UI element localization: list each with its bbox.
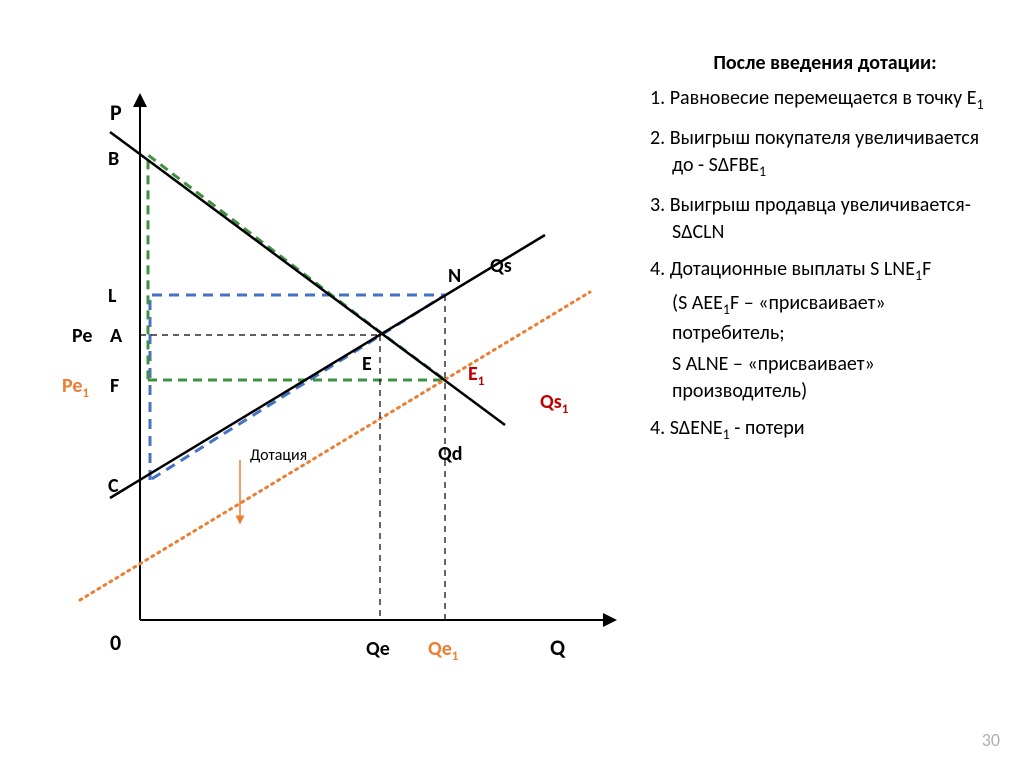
label-C: C [108, 474, 119, 498]
item-3: 3. Выигрыш продавца увеличивается- SΔCLN [650, 192, 1000, 246]
label-L: L [108, 284, 117, 308]
label-Qe: Qe [366, 637, 390, 661]
item-loss: 4. SΔENE1 - потери [650, 415, 1000, 445]
diagram-container: P B L Pe A Pe1 F C 0 E N E1 Qs Qs1 Qd Qe… [50, 60, 640, 680]
supply-shifted-line [80, 292, 590, 600]
label-0: 0 [110, 629, 121, 656]
label-P: P [110, 99, 122, 126]
paren-2: S ALNE – «присваивает» производитель) [650, 351, 1000, 405]
item-1: 1. Равновесие перемещается в точку E1 [650, 85, 1000, 115]
label-B: B [108, 147, 119, 171]
label-Qs1: Qs1 [540, 390, 569, 417]
label-E: E [362, 352, 372, 376]
text-column: После введения дотации: 1. Равновесие пе… [650, 50, 1000, 454]
supply-line [110, 235, 545, 498]
label-dotation: Дотация [250, 446, 307, 465]
label-Qe1: Qe1 [428, 637, 459, 664]
label-Qs: Qs [490, 254, 512, 278]
label-Pe1: Pe1 [62, 374, 89, 401]
label-Q: Q [550, 634, 566, 661]
label-F: F [110, 374, 119, 398]
item-2: 2. Выигрыш покупателя увеличивается до -… [650, 125, 1000, 182]
item-4: 4. Дотационные выплаты S LNE1F [650, 256, 1000, 286]
label-N: N [448, 264, 461, 288]
text-heading: После введения дотации: [650, 50, 1000, 77]
paren-1: (S AEE1F – «присваивает» потребитель; [650, 290, 1000, 347]
label-A: A [110, 324, 123, 348]
label-E1: E1 [468, 362, 485, 389]
slide-stage: P B L Pe A Pe1 F C 0 E N E1 Qs Qs1 Qd Qe… [0, 0, 1024, 767]
slide-number: 30 [982, 729, 1000, 751]
econ-diagram-svg: P B L Pe A Pe1 F C 0 E N E1 Qs Qs1 Qd Qe… [50, 60, 640, 680]
label-Pe: Pe [72, 324, 92, 348]
label-Qd: Qd [438, 442, 462, 466]
